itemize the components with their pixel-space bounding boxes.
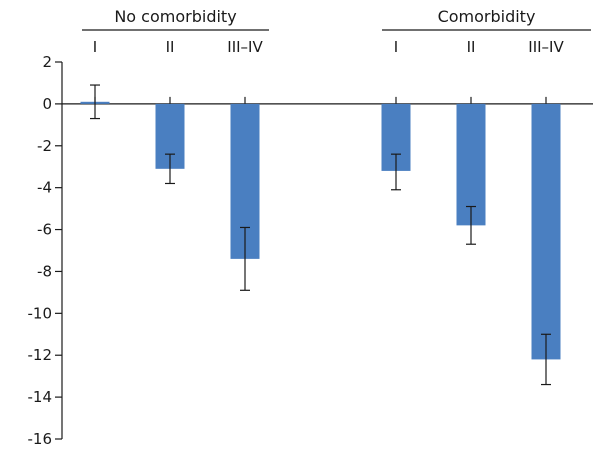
error-bar [165, 153, 175, 185]
y-tick-label: -12 [28, 346, 53, 364]
bar [531, 103, 561, 360]
y-axis: 2 0 -2 -4 -6 -8 -10 -12 -14 -16 [28, 53, 63, 448]
category-label: II [166, 38, 175, 56]
group-title: No comorbidity [114, 7, 236, 26]
y-tick-label: -6 [37, 221, 52, 239]
y-tick-label: -8 [37, 262, 52, 280]
y-tick-label: -10 [28, 304, 53, 322]
error-bar [466, 205, 476, 245]
y-tick-label: 0 [42, 95, 52, 113]
category-label: III–IV [227, 38, 263, 56]
error-bar [240, 226, 250, 291]
category-label: I [394, 38, 398, 56]
category-label: II [467, 38, 476, 56]
error-bar [391, 153, 401, 191]
y-tick-label: -14 [28, 388, 53, 406]
y-tick-label: 2 [42, 53, 52, 71]
bar [456, 103, 486, 226]
y-tick-label: -16 [28, 430, 53, 448]
y-tick-label: -4 [37, 179, 52, 197]
error-bar [541, 333, 551, 386]
category-label: III–IV [528, 38, 564, 56]
error-bar [90, 84, 100, 120]
category-label: I [93, 38, 97, 56]
y-tick-label: -2 [37, 137, 52, 155]
group-title: Comorbidity [438, 7, 536, 26]
